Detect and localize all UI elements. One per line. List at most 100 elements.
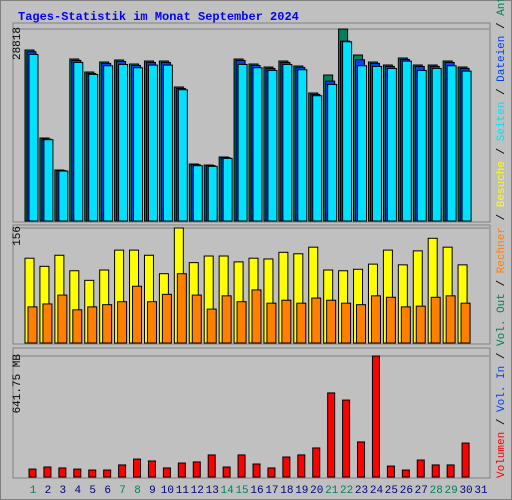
bar xyxy=(206,308,217,344)
bar xyxy=(326,299,337,344)
bar xyxy=(176,273,187,344)
x-tick-label: 24 xyxy=(370,485,384,497)
legend-entry: Volumen xyxy=(496,432,508,478)
bar xyxy=(445,295,456,344)
bar xyxy=(357,441,366,478)
bar xyxy=(43,139,54,222)
y-tick-label: 156 xyxy=(12,226,24,246)
legend-entry: Anfragen xyxy=(496,0,508,16)
x-tick-label: 8 xyxy=(134,485,141,497)
bar xyxy=(162,64,173,222)
bar xyxy=(87,306,98,344)
bar xyxy=(282,456,291,478)
bar xyxy=(327,392,336,478)
x-tick-label: 3 xyxy=(60,485,67,497)
legend-entry: Dateien xyxy=(496,36,508,82)
bar xyxy=(385,296,396,344)
bar xyxy=(431,464,440,478)
bar xyxy=(312,95,323,222)
x-tick-label: 2 xyxy=(45,485,52,497)
bar xyxy=(416,69,427,222)
x-tick-label: 1 xyxy=(30,485,37,497)
legend-separator: / xyxy=(496,16,508,36)
bar xyxy=(73,61,84,222)
bar xyxy=(73,468,82,478)
bar xyxy=(371,65,382,222)
bar xyxy=(177,462,186,478)
bar xyxy=(192,461,201,478)
bar xyxy=(57,294,68,344)
x-tick-label: 17 xyxy=(265,485,278,497)
x-tick-label: 18 xyxy=(280,485,293,497)
x-tick-label: 30 xyxy=(459,485,472,497)
x-tick-label: 10 xyxy=(161,485,174,497)
x-tick-label: 16 xyxy=(250,485,263,497)
bar xyxy=(28,53,39,222)
x-tick-label: 26 xyxy=(400,485,413,497)
bar xyxy=(431,67,442,222)
bar xyxy=(356,304,367,344)
bar xyxy=(133,458,142,478)
panel-frame xyxy=(12,22,491,223)
bar xyxy=(43,466,52,478)
bar xyxy=(102,304,113,344)
panels xyxy=(12,22,491,479)
bar xyxy=(237,454,246,478)
x-tick-label: 28 xyxy=(430,485,443,497)
x-tick-label: 22 xyxy=(340,485,353,497)
bar xyxy=(430,296,441,344)
bar xyxy=(266,302,277,344)
bar xyxy=(296,302,307,344)
x-tick-label: 21 xyxy=(325,485,339,497)
bar xyxy=(400,306,411,344)
bar xyxy=(221,295,232,344)
x-tick-label: 31 xyxy=(474,485,488,497)
x-tick-label: 5 xyxy=(89,485,96,497)
bar xyxy=(386,465,395,478)
bar xyxy=(401,469,410,478)
legend-entry: Besuche xyxy=(496,161,508,207)
panel-frame xyxy=(12,224,491,345)
legend-separator: / xyxy=(496,273,508,293)
legend-entry: Vol. In xyxy=(496,366,508,412)
bar xyxy=(297,69,308,222)
bar xyxy=(103,65,114,222)
x-tick-label: 12 xyxy=(191,485,204,497)
bar xyxy=(222,466,231,478)
bar xyxy=(342,399,351,478)
legend-separator: / xyxy=(496,141,508,161)
bar xyxy=(251,289,262,344)
bar xyxy=(415,305,426,344)
bar xyxy=(162,467,171,478)
bar xyxy=(401,60,412,222)
legend-entry: Rechner xyxy=(496,227,508,273)
x-tick-label: 27 xyxy=(415,485,428,497)
bar xyxy=(132,285,143,344)
bar xyxy=(460,302,471,344)
bar xyxy=(88,73,99,222)
bar xyxy=(88,469,97,478)
bar xyxy=(222,157,233,222)
bar xyxy=(370,295,381,344)
x-tick-label: 15 xyxy=(235,485,248,497)
bar xyxy=(252,463,261,478)
bar xyxy=(386,67,397,222)
bar xyxy=(191,294,202,344)
bar xyxy=(207,454,216,478)
bar xyxy=(237,63,248,222)
bar xyxy=(341,302,352,344)
x-tick-label: 23 xyxy=(355,485,368,497)
bar xyxy=(236,301,247,344)
bar xyxy=(446,65,457,222)
bar xyxy=(28,468,37,478)
x-tick-label: 4 xyxy=(74,485,81,497)
x-tick-label: 29 xyxy=(445,485,458,497)
x-tick-label: 9 xyxy=(149,485,156,497)
bar xyxy=(327,83,338,222)
bar xyxy=(281,299,292,344)
legend-entry: Vol. Out xyxy=(496,293,508,346)
bar xyxy=(312,447,321,478)
x-tick-label: 25 xyxy=(385,485,398,497)
bar xyxy=(161,293,172,344)
